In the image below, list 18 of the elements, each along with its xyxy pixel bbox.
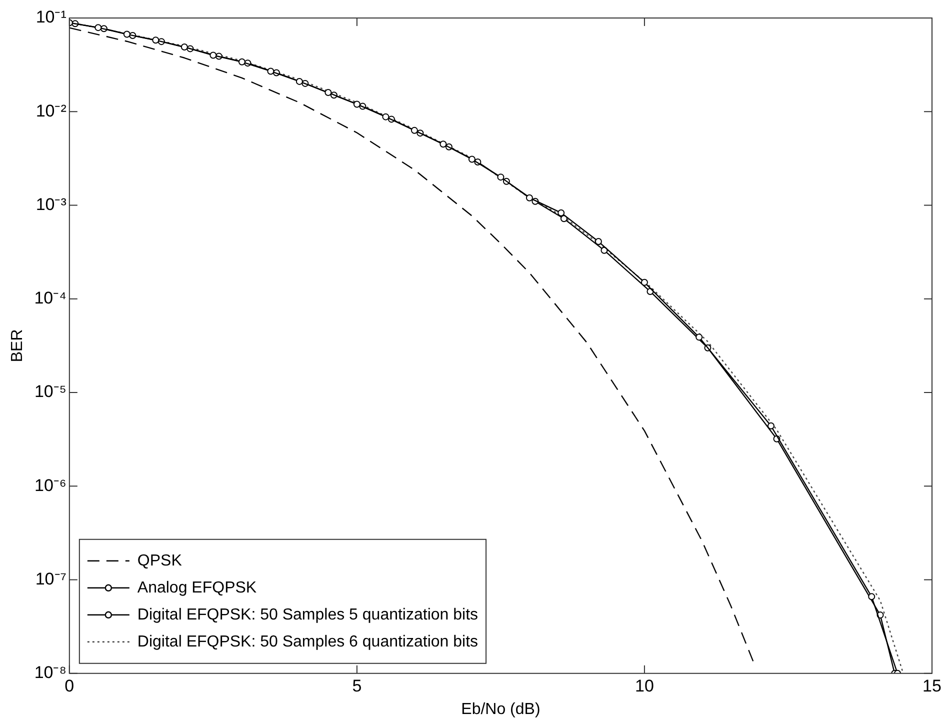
legend-label: Digital EFQPSK: 50 Samples 5 quantization bits: [137, 606, 478, 624]
y-tick-label: 10⁻⁴: [34, 288, 66, 308]
y-axis-title: BER: [9, 329, 26, 362]
y-tick-label: 10⁻²: [36, 101, 67, 120]
y-tick-label: 10⁻³: [36, 194, 67, 214]
y-tick-label: 10⁻⁵: [34, 382, 66, 402]
x-tick-label: 5: [352, 676, 362, 696]
x-axis-title: Eb/No (dB): [461, 700, 540, 718]
y-tick-label: 10⁻¹: [36, 8, 67, 27]
y-tick-label: 10⁻⁸: [34, 663, 66, 682]
x-tick-label: 0: [64, 676, 74, 696]
x-tick-label: 10: [635, 676, 654, 696]
x-tick-label: 15: [922, 676, 942, 696]
legend-label: QPSK: [137, 552, 182, 570]
y-tick-label: 10⁻⁶: [34, 476, 66, 495]
y-tick-label: 10⁻⁷: [35, 569, 66, 588]
legend-label: Digital EFQPSK: 50 Samples 6 quantization bits: [137, 633, 478, 650]
legend-label: Analog EFQPSK: [137, 579, 257, 596]
